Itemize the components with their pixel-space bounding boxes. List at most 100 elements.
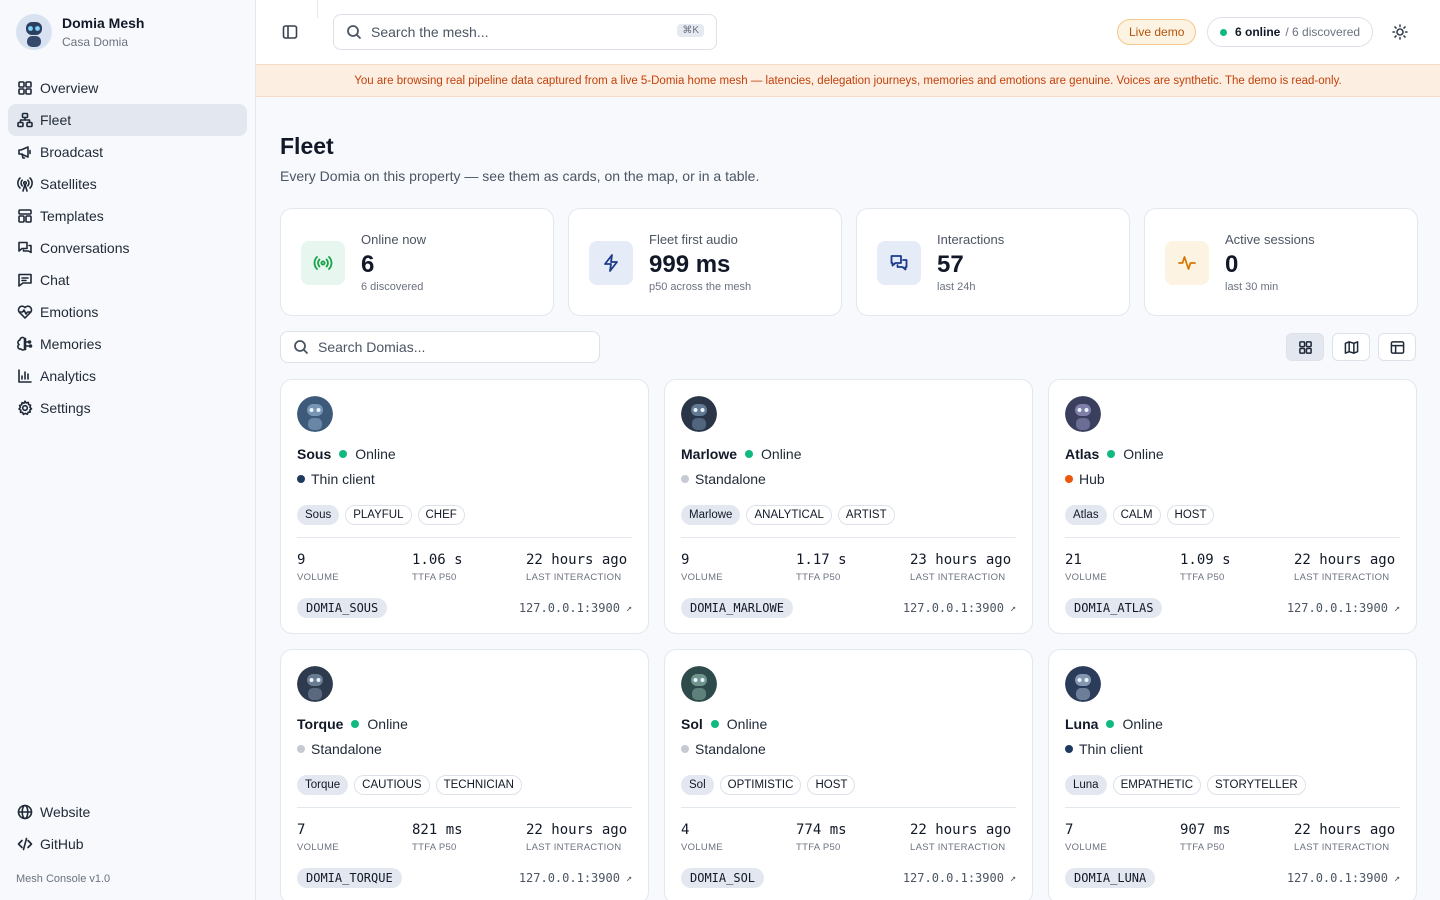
heart-icon	[17, 305, 33, 319]
robot-avatar-icon	[297, 666, 333, 702]
brand[interactable]: Domia Mesh Casa Domia	[16, 14, 144, 50]
heart-icon	[17, 304, 33, 320]
domia-card[interactable]: Atlas Online Hub Atlas CALM HOST 21 VOLUME 1.09 …	[1048, 379, 1417, 634]
sun-icon	[1392, 24, 1408, 40]
trait-tag: Torque	[297, 775, 349, 795]
external-link-icon: ↗	[1009, 602, 1016, 614]
sidebar-item-fleet[interactable]: Fleet	[8, 104, 247, 136]
external-link-icon: ↗	[625, 872, 632, 884]
last-interaction-value: 22 hours ago	[1294, 822, 1396, 838]
status-text: Online	[355, 446, 396, 462]
stat-icon-wrap	[589, 241, 633, 285]
trait-tag: TECHNICIAN	[435, 775, 522, 795]
online-count: 6 online	[1235, 25, 1281, 39]
role-dot	[681, 745, 689, 753]
last-interaction-label: LAST INTERACTION	[526, 842, 622, 853]
fleet-icon	[17, 112, 33, 128]
external-link-icon: ↗	[1393, 602, 1400, 614]
demo-banner: You are browsing real pipeline data capt…	[256, 64, 1440, 97]
domia-card[interactable]: Torque Online Standalone Torque CAUTIOUS TECH…	[280, 649, 649, 900]
sidebar-toggle-button[interactable]	[280, 22, 300, 42]
stat-label: Online now	[361, 232, 427, 247]
stat-sub: 6 discovered	[361, 281, 424, 293]
main-content: Fleet Every Domia on this property — see…	[256, 97, 1440, 900]
volume-value: 21	[1065, 552, 1082, 568]
domia-address-link[interactable]: 127.0.0.1:3900 ↗	[1287, 871, 1400, 885]
signal-icon	[313, 256, 333, 270]
ttfa-label: TTFA P50	[796, 572, 841, 583]
sidebar-item-templates[interactable]: Templates	[8, 200, 247, 232]
domia-id-chip: DOMIA_MARLOWE	[681, 598, 793, 618]
ttfa-label: TTFA P50	[412, 842, 457, 853]
domia-card[interactable]: Luna Online Thin client Luna EMPATHETIC STORY…	[1048, 649, 1417, 900]
external-link-icon: ↗	[1009, 872, 1016, 884]
robot-avatar-icon	[1065, 666, 1101, 702]
domia-address-link[interactable]: 127.0.0.1:3900 ↗	[903, 601, 1016, 615]
chat-bubbles-icon	[18, 241, 32, 254]
map-icon	[1344, 340, 1358, 354]
robot-avatar-icon	[297, 396, 333, 432]
sidebar-item-satellites[interactable]: Satellites	[8, 168, 247, 200]
trait-tags: Luna EMPATHETIC STORYTELLER	[1065, 775, 1312, 795]
status-text: Online	[367, 716, 408, 732]
search-shortcut-badge: ⌘K	[677, 24, 704, 37]
sidebar-item-settings[interactable]: Settings	[8, 392, 247, 424]
sidebar-item-overview[interactable]: Overview	[8, 72, 247, 104]
volume-label: VOLUME	[1065, 572, 1107, 583]
online-dot	[1220, 28, 1227, 36]
sidebar: Domia Mesh Casa Domia Overview Fleet Broad…	[0, 0, 256, 900]
domia-address-link[interactable]: 127.0.0.1:3900 ↗	[519, 601, 632, 615]
trait-tags: Marlowe ANALYTICAL ARTIST	[681, 505, 901, 525]
card-divider	[1065, 807, 1400, 808]
volume-value: 9	[681, 552, 690, 568]
sidebar-item-label: Satellites	[40, 176, 97, 192]
trait-tag: STORYTELLER	[1207, 775, 1306, 795]
sidebar-item-chat[interactable]: Chat	[8, 264, 247, 296]
sidebar-item-label: Conversations	[40, 240, 130, 256]
domia-id-chip: DOMIA_ATLAS	[1065, 598, 1163, 618]
stat-label: Active sessions	[1225, 232, 1315, 247]
domia-search-input[interactable]: Search Domias...	[280, 331, 600, 363]
theme-toggle-button[interactable]	[1390, 22, 1410, 42]
volume-label: VOLUME	[297, 572, 339, 583]
domia-search-placeholder: Search Domias...	[318, 339, 426, 355]
trait-tag: PLAYFUL	[345, 505, 412, 525]
trait-tag: CALM	[1112, 505, 1161, 525]
domia-id-chip: DOMIA_SOUS	[297, 598, 388, 618]
stat-sub: last 30 min	[1225, 281, 1279, 293]
version-label: Mesh Console v1.0	[16, 873, 111, 885]
online-status-pill[interactable]: 6 online / 6 discovered	[1207, 17, 1374, 47]
stat-card: Online now 6 6 discovered	[280, 208, 554, 316]
sidebar-item-memories[interactable]: Memories	[8, 328, 247, 360]
domia-card[interactable]: Marlowe Online Standalone Marlowe ANALYTICAL…	[664, 379, 1033, 634]
volume-value: 9	[297, 552, 306, 568]
sidebar-link-github[interactable]: GitHub	[8, 828, 247, 860]
mesh-search-input[interactable]: Search the mesh... ⌘K	[333, 14, 717, 50]
grid-view-button[interactable]	[1286, 333, 1324, 361]
domia-address-link[interactable]: 127.0.0.1:3900 ↗	[1287, 601, 1400, 615]
volume-metric: 4 VOLUME	[681, 822, 723, 853]
map-view-button[interactable]	[1332, 333, 1370, 361]
mesh-search-placeholder: Search the mesh...	[371, 24, 489, 40]
trait-tag: HOST	[807, 775, 856, 795]
stat-card: Interactions 57 last 24h	[856, 208, 1130, 316]
domia-address-link[interactable]: 127.0.0.1:3900 ↗	[519, 871, 632, 885]
sidebar-item-analytics[interactable]: Analytics	[8, 360, 247, 392]
domia-id-chip: DOMIA_LUNA	[1065, 868, 1156, 888]
sidebar-item-label: Analytics	[40, 368, 97, 384]
last-interaction-value: 22 hours ago	[1294, 552, 1396, 568]
sidebar-item-conversations[interactable]: Conversations	[8, 232, 247, 264]
domia-address-link[interactable]: 127.0.0.1:3900 ↗	[903, 871, 1016, 885]
card-divider	[297, 537, 632, 538]
status-dot	[1107, 450, 1116, 458]
table-icon	[1390, 340, 1404, 354]
last-interaction-metric: 22 hours ago LAST INTERACTION	[1294, 552, 1395, 583]
table-view-button[interactable]	[1378, 333, 1416, 361]
stat-card: Fleet first audio 999 ms p50 across the me…	[568, 208, 842, 316]
sidebar-link-website[interactable]: Website	[8, 796, 247, 828]
sidebar-item-emotions[interactable]: Emotions	[8, 296, 247, 328]
domia-card[interactable]: Sol Online Standalone Sol OPTIMISTIC HOST 4 VOL…	[664, 649, 1033, 900]
domia-card[interactable]: Sous Online Thin client Sous PLAYFUL CHEF 9 VOL…	[280, 379, 649, 634]
stat-icon-wrap	[301, 241, 345, 285]
sidebar-item-broadcast[interactable]: Broadcast	[8, 136, 247, 168]
